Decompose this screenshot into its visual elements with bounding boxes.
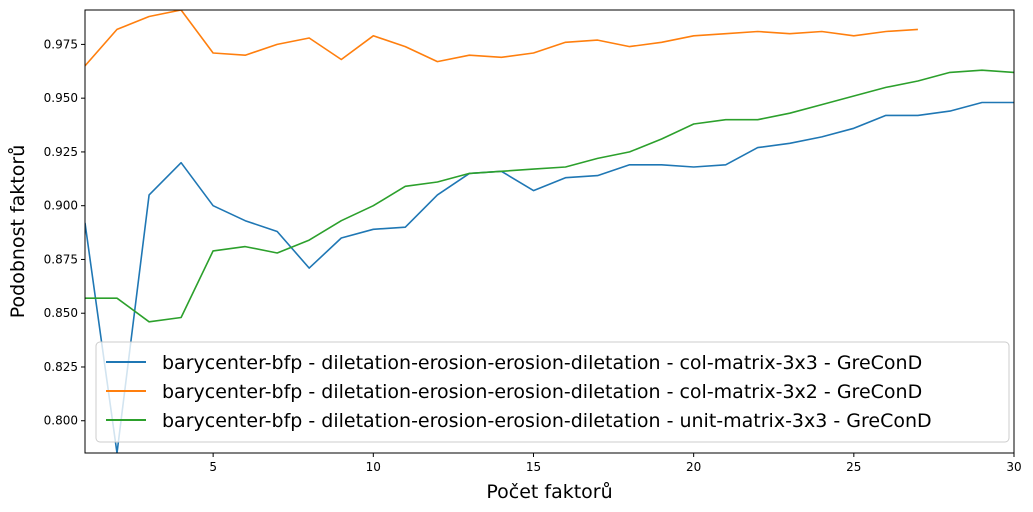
y-tick-label: 0.925 [44, 145, 78, 159]
y-axis-title: Podobnost faktorů [7, 145, 29, 318]
legend-box [95, 341, 1010, 443]
y-axis: 0.800 0.825 0.850 0.875 0.900 0.925 0.950 0.975 [44, 37, 85, 428]
y-tick-label: 0.800 [44, 414, 78, 428]
plot-frame [84, 9, 1015, 454]
x-tick-label: 10 [366, 460, 381, 474]
x-tick-label: 30 [1006, 460, 1021, 474]
y-tick-label: 0.975 [44, 37, 78, 51]
legend-label: barycenter-bfp - diletation-erosion-eros… [162, 410, 932, 432]
x-tick-label: 25 [846, 460, 861, 474]
legend: barycenter-bfp - diletation-erosion-eros… [95, 341, 1010, 443]
legend-label: barycenter-bfp - diletation-erosion-eros… [162, 381, 922, 403]
series-line-2 [85, 10, 918, 67]
y-tick-label: 0.850 [44, 306, 78, 320]
y-tick-label: 0.875 [44, 252, 78, 266]
y-tick-label: 0.950 [44, 91, 78, 105]
x-axis: 5 10 15 20 25 30 [209, 453, 1022, 474]
x-tick-label: 5 [209, 460, 217, 474]
y-tick-label: 0.825 [44, 360, 78, 374]
y-tick-label: 0.900 [44, 199, 78, 213]
x-axis-title: Počet faktorů [486, 481, 612, 503]
legend-label: barycenter-bfp - diletation-erosion-eros… [162, 352, 922, 374]
x-tick-label: 15 [526, 460, 541, 474]
series-line-1 [85, 101, 1014, 453]
series-layer [85, 10, 1014, 453]
series-line-3 [85, 69, 1014, 323]
x-tick-label: 20 [686, 460, 701, 474]
